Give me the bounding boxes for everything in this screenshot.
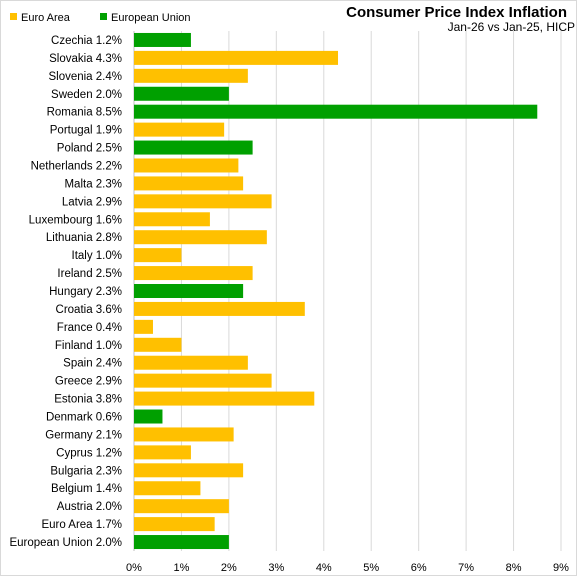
category-label-greece-2-9: Greece 2.9%: [55, 376, 122, 388]
bar-malta-2-3: [134, 176, 244, 191]
x-tick-label: 3%: [268, 562, 284, 574]
bar-netherlands-2-2: [134, 158, 239, 173]
category-label-finland-1-0: Finland 1.0%: [55, 340, 122, 352]
category-label-slovakia-4-3: Slovakia 4.3%: [49, 53, 122, 65]
bar-austria-2-0: [134, 499, 229, 514]
legend-swatch-european-union: [100, 13, 107, 20]
category-label-latvia-2-9: Latvia 2.9%: [62, 196, 122, 208]
x-tick-label: 8%: [506, 562, 522, 574]
category-label-euro-area-1-7: Euro Area 1.7%: [41, 519, 122, 531]
category-label-malta-2-3: Malta 2.3%: [64, 178, 122, 190]
category-label-czechia-1-2: Czechia 1.2%: [51, 35, 122, 47]
bar-sweden-2-0: [134, 86, 229, 101]
bar-italy-1-0: [134, 248, 182, 263]
bar-ireland-2-5: [134, 266, 253, 281]
x-tick-label: 4%: [316, 562, 332, 574]
category-label-germany-2-1: Germany 2.1%: [45, 429, 122, 441]
x-tick-label: 9%: [553, 562, 569, 574]
legend-label-european-union: European Union: [111, 12, 191, 24]
bar-slovenia-2-4: [134, 68, 248, 83]
category-label-romania-8-5: Romania 8.5%: [47, 107, 122, 119]
category-labels: Czechia 1.2% Slovakia 4.3% Slovenia 2.4% Sw…: [9, 35, 122, 549]
x-tick-labels: 0% 1% 2% 3% 4% 5% 6% 7% 8% 9%: [126, 562, 569, 574]
bar-euro-area-1-7: [134, 517, 215, 532]
bar-estonia-3-8: [134, 391, 315, 406]
x-tick-label: 7%: [458, 562, 474, 574]
bar-croatia-3-6: [134, 301, 305, 316]
category-label-european-union-2-0: European Union 2.0%: [9, 537, 122, 549]
bar-romania-8-5: [134, 104, 538, 119]
bar-european-union-2-0: [134, 535, 229, 550]
bar-finland-1-0: [134, 337, 182, 352]
category-label-portugal-1-9: Portugal 1.9%: [50, 125, 122, 137]
category-label-lithuania-2-8: Lithuania 2.8%: [46, 232, 122, 244]
bar-slovakia-4-3: [134, 50, 339, 65]
bar-denmark-0-6: [134, 409, 163, 424]
category-label-italy-1-0: Italy 1.0%: [72, 250, 123, 262]
legend-swatch-euro-area: [10, 13, 17, 20]
bar-portugal-1-9: [134, 122, 225, 137]
bar-lithuania-2-8: [134, 230, 267, 245]
bar-latvia-2-9: [134, 194, 272, 209]
category-label-netherlands-2-2: Netherlands 2.2%: [31, 160, 122, 172]
bar-greece-2-9: [134, 373, 272, 388]
legend: Euro Area European Union: [10, 12, 191, 24]
category-label-hungary-2-3: Hungary 2.3%: [49, 286, 122, 298]
category-label-slovenia-2-4: Slovenia 2.4%: [48, 71, 122, 83]
category-label-luxembourg-1-6: Luxembourg 1.6%: [29, 214, 122, 226]
category-label-belgium-1-4: Belgium 1.4%: [51, 483, 122, 495]
bar-cyprus-1-2: [134, 445, 191, 460]
bar-france-0-4: [134, 319, 153, 334]
category-label-france-0-4: France 0.4%: [57, 322, 122, 334]
category-label-denmark-0-6: Denmark 0.6%: [46, 412, 122, 424]
category-label-austria-2-0: Austria 2.0%: [57, 501, 122, 513]
chart-title: Consumer Price Index Inflation: [346, 4, 567, 21]
x-tick-label: 6%: [411, 562, 427, 574]
category-label-poland-2-5: Poland 2.5%: [57, 143, 122, 155]
bar-bulgaria-2-3: [134, 463, 244, 478]
bar-poland-2-5: [134, 140, 253, 155]
category-label-croatia-3-6: Croatia 3.6%: [56, 304, 122, 316]
bar-layer: [134, 32, 538, 550]
category-label-bulgaria-2-3: Bulgaria 2.3%: [50, 465, 122, 477]
category-label-sweden-2-0: Sweden 2.0%: [51, 89, 122, 101]
bar-hungary-2-3: [134, 284, 244, 298]
category-label-cyprus-1-2: Cyprus 1.2%: [56, 447, 122, 459]
category-label-estonia-3-8: Estonia 3.8%: [54, 394, 122, 406]
x-tick-label: 5%: [363, 562, 379, 574]
bar-spain-2-4: [134, 355, 248, 370]
legend-label-euro-area: Euro Area: [21, 12, 71, 24]
bar-belgium-1-4: [134, 481, 201, 496]
x-tick-label: 2%: [221, 562, 237, 574]
bar-czechia-1-2: [134, 32, 191, 47]
x-tick-label: 1%: [173, 562, 189, 574]
bar-luxembourg-1-6: [134, 212, 210, 227]
chart-subtitle: Jan-26 vs Jan-25, HICP: [448, 20, 575, 34]
x-tick-label: 0%: [126, 562, 142, 574]
bar-germany-2-1: [134, 427, 234, 442]
category-label-spain-2-4: Spain 2.4%: [63, 358, 122, 370]
category-label-ireland-2-5: Ireland 2.5%: [57, 268, 122, 280]
